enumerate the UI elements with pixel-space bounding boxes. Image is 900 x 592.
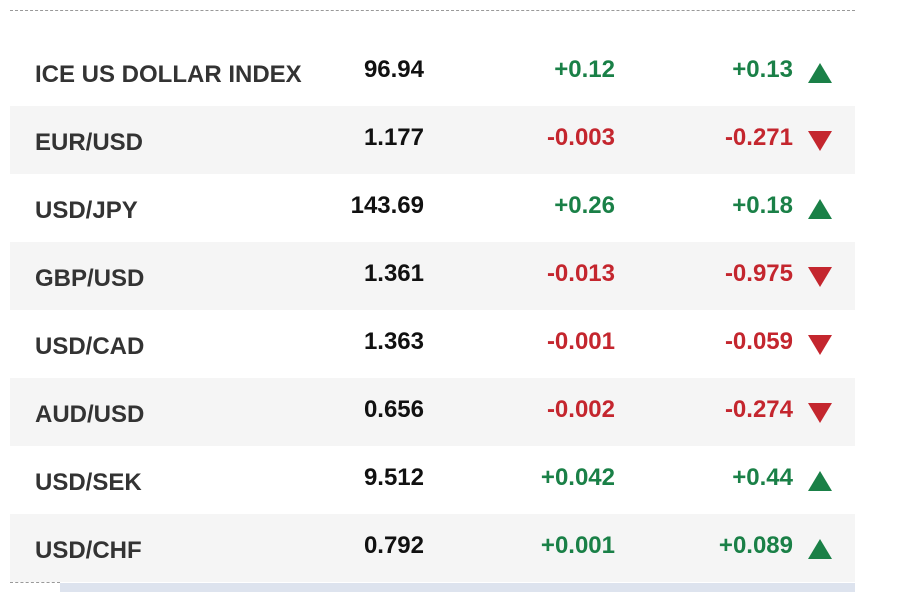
up-arrow	[808, 63, 832, 83]
last-price: 1.363	[363, 328, 424, 355]
arrow-shape	[808, 403, 832, 423]
arrow-shape	[808, 471, 832, 491]
up-arrow	[808, 539, 832, 559]
last-price: 0.656	[363, 396, 424, 423]
table-row: USD/SEK 9.512 +0.042 +0.44	[10, 446, 855, 514]
down-arrow	[808, 131, 832, 151]
percent-change: -0.274	[724, 396, 793, 423]
symbol: USD/JPY	[35, 197, 138, 224]
table-row: EUR/USD 1.177 -0.003 -0.271	[10, 106, 855, 174]
symbol: USD/CHF	[35, 537, 142, 564]
percent-change: +0.18	[732, 192, 793, 219]
divider	[10, 582, 60, 583]
change: +0.12	[554, 56, 615, 83]
symbol: EUR/USD	[35, 129, 144, 156]
footer-bar	[60, 583, 855, 592]
down-arrow	[808, 403, 832, 423]
down-arrow	[808, 335, 832, 355]
table-row: AUD/USD 0.656 -0.002 -0.274	[10, 378, 855, 446]
table-row: ICE US DOLLAR INDEX 96.94 +0.12 +0.13	[10, 38, 855, 106]
change: -0.013	[546, 260, 615, 287]
last-price: 143.69	[350, 192, 424, 219]
percent-change: -0.271	[724, 124, 793, 151]
change: -0.002	[546, 396, 615, 423]
arrow-shape	[808, 267, 832, 287]
table-row: USD/CAD 1.363 -0.001 -0.059	[10, 310, 855, 378]
divider	[10, 10, 855, 11]
quote-table: ICE US DOLLAR INDEX 96.94 +0.12 +0.13 EUR/US…	[10, 38, 855, 582]
percent-change: -0.059	[724, 328, 793, 355]
arrow-shape	[808, 63, 832, 83]
table-row: GBP/USD 1.361 -0.013 -0.975	[10, 242, 855, 310]
symbol: AUD/USD	[35, 401, 145, 428]
change: +0.26	[554, 192, 615, 219]
arrow-shape	[808, 335, 832, 355]
change: -0.001	[546, 328, 615, 355]
percent-change: -0.975	[724, 260, 793, 287]
symbol: ICE US DOLLAR INDEX	[35, 61, 302, 88]
last-price: 1.361	[363, 260, 424, 287]
up-arrow	[808, 471, 832, 491]
arrow-shape	[808, 199, 832, 219]
percent-change: +0.44	[732, 464, 793, 491]
arrow-shape	[808, 539, 832, 559]
arrow-shape	[808, 131, 832, 151]
percent-change: +0.089	[718, 532, 793, 559]
last-price: 0.792	[363, 532, 424, 559]
last-price: 9.512	[363, 464, 424, 491]
change: +0.042	[540, 464, 615, 491]
percent-change: +0.13	[732, 56, 793, 83]
up-arrow	[808, 199, 832, 219]
symbol: USD/CAD	[35, 333, 145, 360]
last-price: 96.94	[363, 56, 424, 83]
change: -0.003	[546, 124, 615, 151]
change: +0.001	[540, 532, 615, 559]
symbol: USD/SEK	[35, 469, 142, 496]
table-row: USD/JPY 143.69 +0.26 +0.18	[10, 174, 855, 242]
table-row: USD/CHF 0.792 +0.001 +0.089	[10, 514, 855, 582]
symbol: GBP/USD	[35, 265, 145, 292]
down-arrow	[808, 267, 832, 287]
last-price: 1.177	[363, 124, 424, 151]
